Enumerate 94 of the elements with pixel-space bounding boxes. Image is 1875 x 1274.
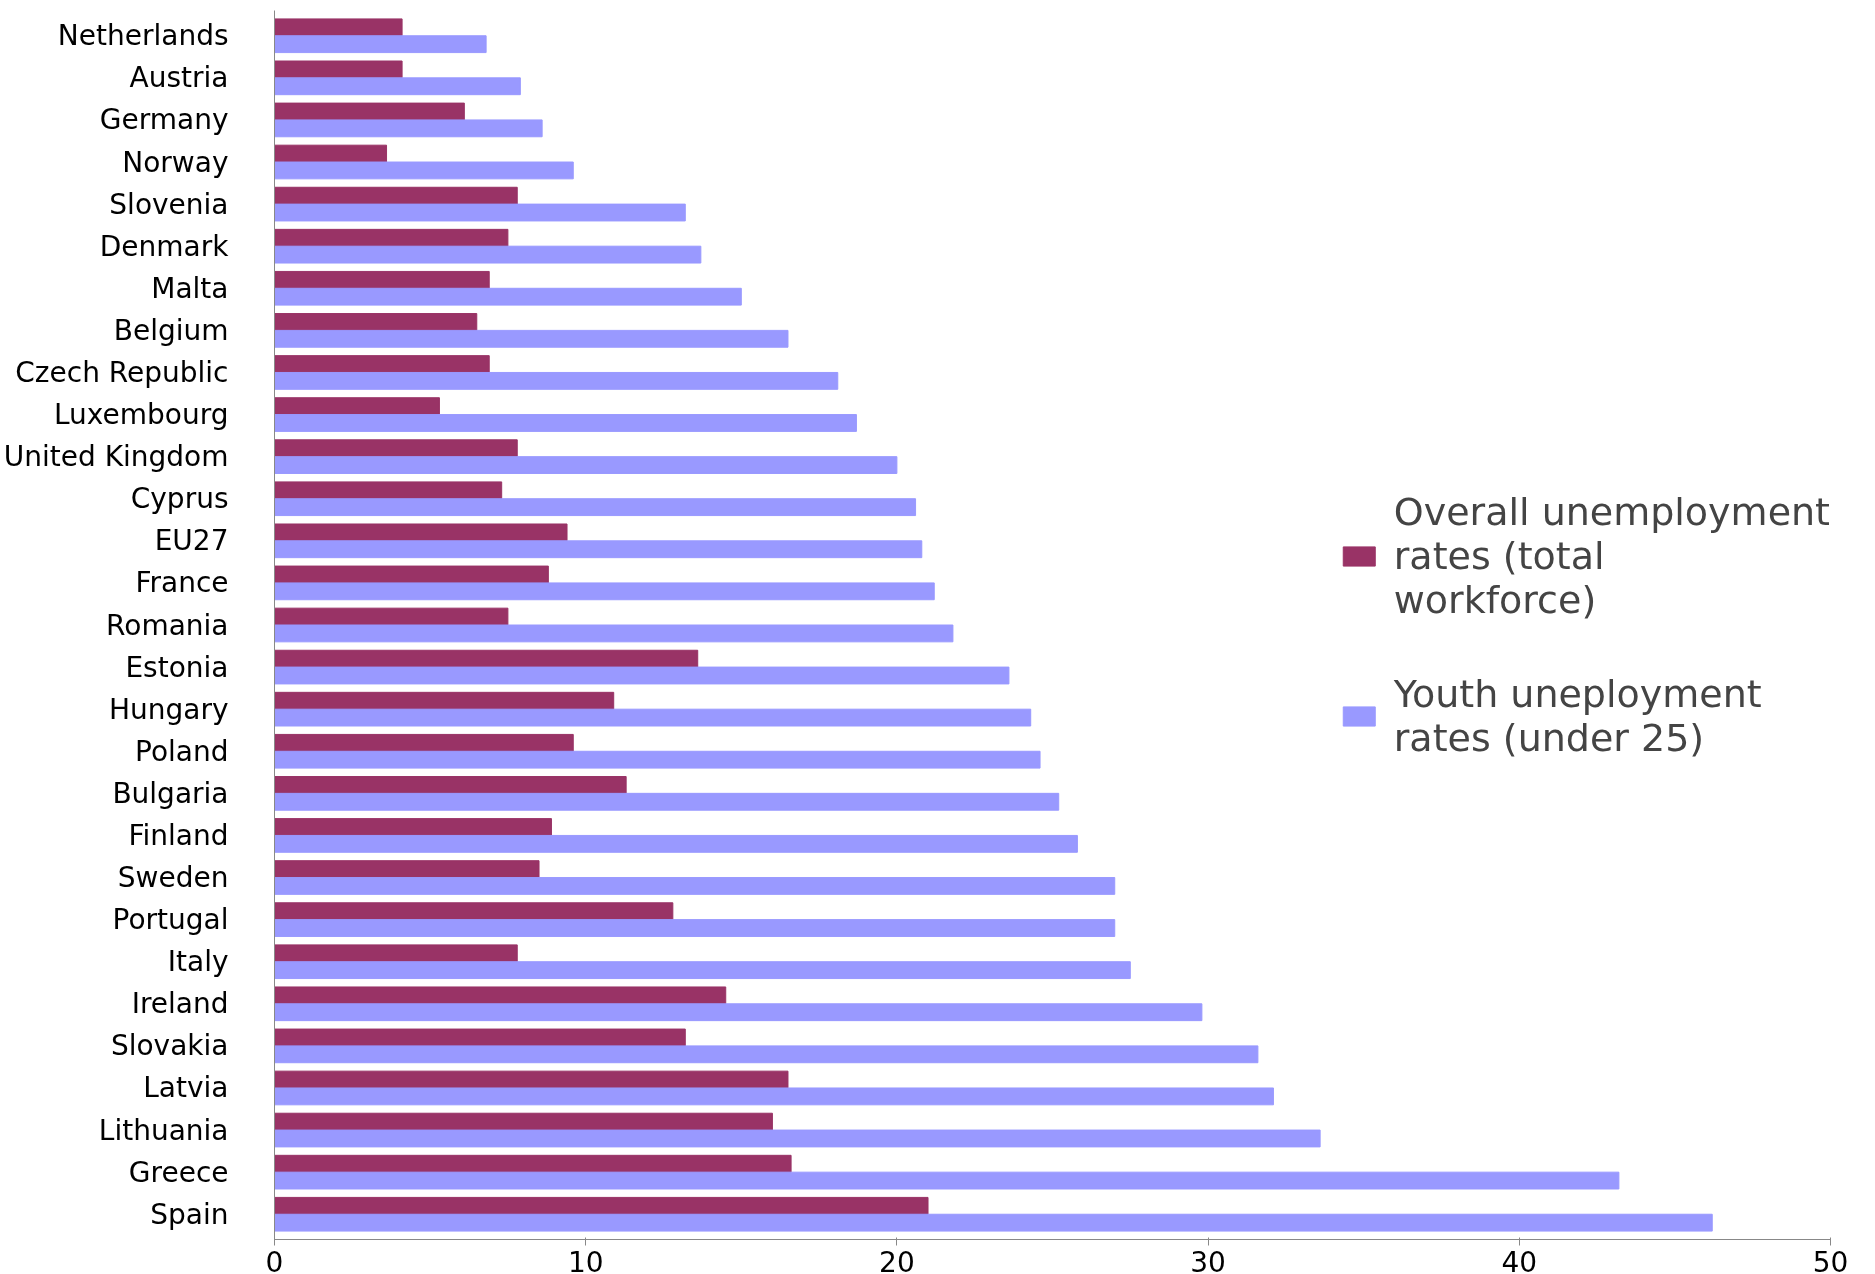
bar: [274, 961, 1131, 980]
y-tick-label: Spain: [150, 1197, 229, 1231]
y-tick-label: Luxembourg: [53, 398, 229, 432]
bar: [274, 186, 518, 205]
bar: [274, 818, 552, 836]
bar: [274, 77, 521, 96]
y-tick-label: France: [135, 566, 229, 600]
y-tick-label: Greece: [128, 1155, 229, 1189]
bar: [274, 1087, 1274, 1106]
bar: [274, 565, 549, 584]
x-tick-label: 50: [1812, 1245, 1849, 1274]
y-tick-label: Latvia: [143, 1071, 229, 1105]
y-tick-label: Finland: [128, 818, 229, 852]
bar: [274, 456, 898, 474]
bar: [274, 540, 923, 559]
bar: [274, 35, 487, 54]
bar: [274, 691, 615, 710]
bar: [274, 270, 490, 289]
bar: [274, 834, 1078, 853]
bar: [274, 355, 490, 373]
bar: [274, 1028, 686, 1047]
y-tick-label: Malta: [151, 271, 229, 305]
bar: [274, 228, 509, 247]
y-tick-label: Romania: [106, 608, 229, 642]
bar: [274, 750, 1041, 769]
y-tick-label: Belgium: [113, 313, 229, 347]
bar: [274, 414, 857, 432]
bar: [274, 649, 699, 668]
bar: [274, 18, 403, 37]
y-tick-label: Austria: [129, 61, 229, 95]
bar: [274, 439, 518, 458]
bar: [274, 986, 727, 1005]
y-tick-label: Sweden: [117, 861, 229, 895]
y-tick-label: Lithuania: [98, 1113, 229, 1147]
y-tick-label: Poland: [135, 734, 229, 768]
bar: [274, 624, 954, 643]
bar: [274, 371, 839, 390]
bar: [274, 666, 1010, 685]
bar: [274, 877, 1116, 895]
bar: [274, 582, 935, 601]
bar: [274, 607, 509, 626]
bar: [274, 919, 1116, 937]
x-tick-label: 10: [567, 1245, 604, 1274]
bar: [274, 60, 403, 79]
legend-label: Overall unemployment rates (total workforce): [1393, 489, 1830, 622]
bar: [274, 792, 1060, 811]
x-tick-label: 40: [1501, 1245, 1538, 1274]
bar: [274, 523, 568, 542]
bar: [274, 245, 702, 264]
bar: [274, 102, 465, 121]
y-tick-label: Italy: [167, 945, 229, 979]
bar: [274, 1154, 792, 1173]
bar: [274, 1003, 1203, 1022]
y-tick-label: Bulgaria: [112, 776, 229, 810]
bar: [274, 1045, 1259, 1064]
bar: [274, 498, 917, 517]
y-tick-label: United Kingdom: [3, 440, 229, 474]
bar: [274, 776, 627, 794]
y-tick-label: Czech Republic: [15, 355, 229, 389]
bar: [274, 902, 674, 921]
y-tick-label: Norway: [122, 145, 229, 179]
bar: [274, 944, 518, 963]
x-tick-label: 30: [1190, 1245, 1226, 1274]
y-tick-label: Netherlands: [57, 19, 229, 53]
bar: [274, 203, 686, 222]
bar: [274, 119, 543, 138]
bar: [274, 860, 540, 879]
bar: [274, 1112, 773, 1131]
bar: [274, 708, 1032, 727]
x-tick-label: 0: [265, 1245, 284, 1274]
bar: [274, 313, 478, 331]
y-tick-label: Cyprus: [130, 482, 229, 516]
bar: [274, 161, 574, 180]
y-tick-label: Germany: [99, 103, 229, 137]
bar: [274, 1070, 789, 1089]
y-tick-label: Hungary: [108, 692, 229, 726]
bar: [274, 1213, 1713, 1232]
bar: [274, 287, 742, 306]
y-tick-label: Portugal: [112, 903, 229, 937]
y-tick-label: EU27: [154, 524, 229, 558]
bar: [274, 481, 503, 500]
bar: [274, 1171, 1620, 1190]
y-tick-label: Ireland: [131, 987, 229, 1021]
bar: [274, 329, 789, 348]
legend-label: Youth uneployment rates (under 25): [1393, 671, 1762, 760]
bar: [274, 1196, 929, 1215]
y-tick-label: Slovenia: [109, 187, 229, 221]
x-tick-label: 20: [879, 1245, 915, 1274]
y-tick-label: Slovakia: [110, 1029, 229, 1063]
y-tick-label: Denmark: [99, 229, 230, 263]
bar: [274, 1129, 1321, 1148]
bar: [274, 397, 440, 416]
bar: [274, 733, 574, 752]
y-tick-label: Estonia: [125, 650, 229, 684]
